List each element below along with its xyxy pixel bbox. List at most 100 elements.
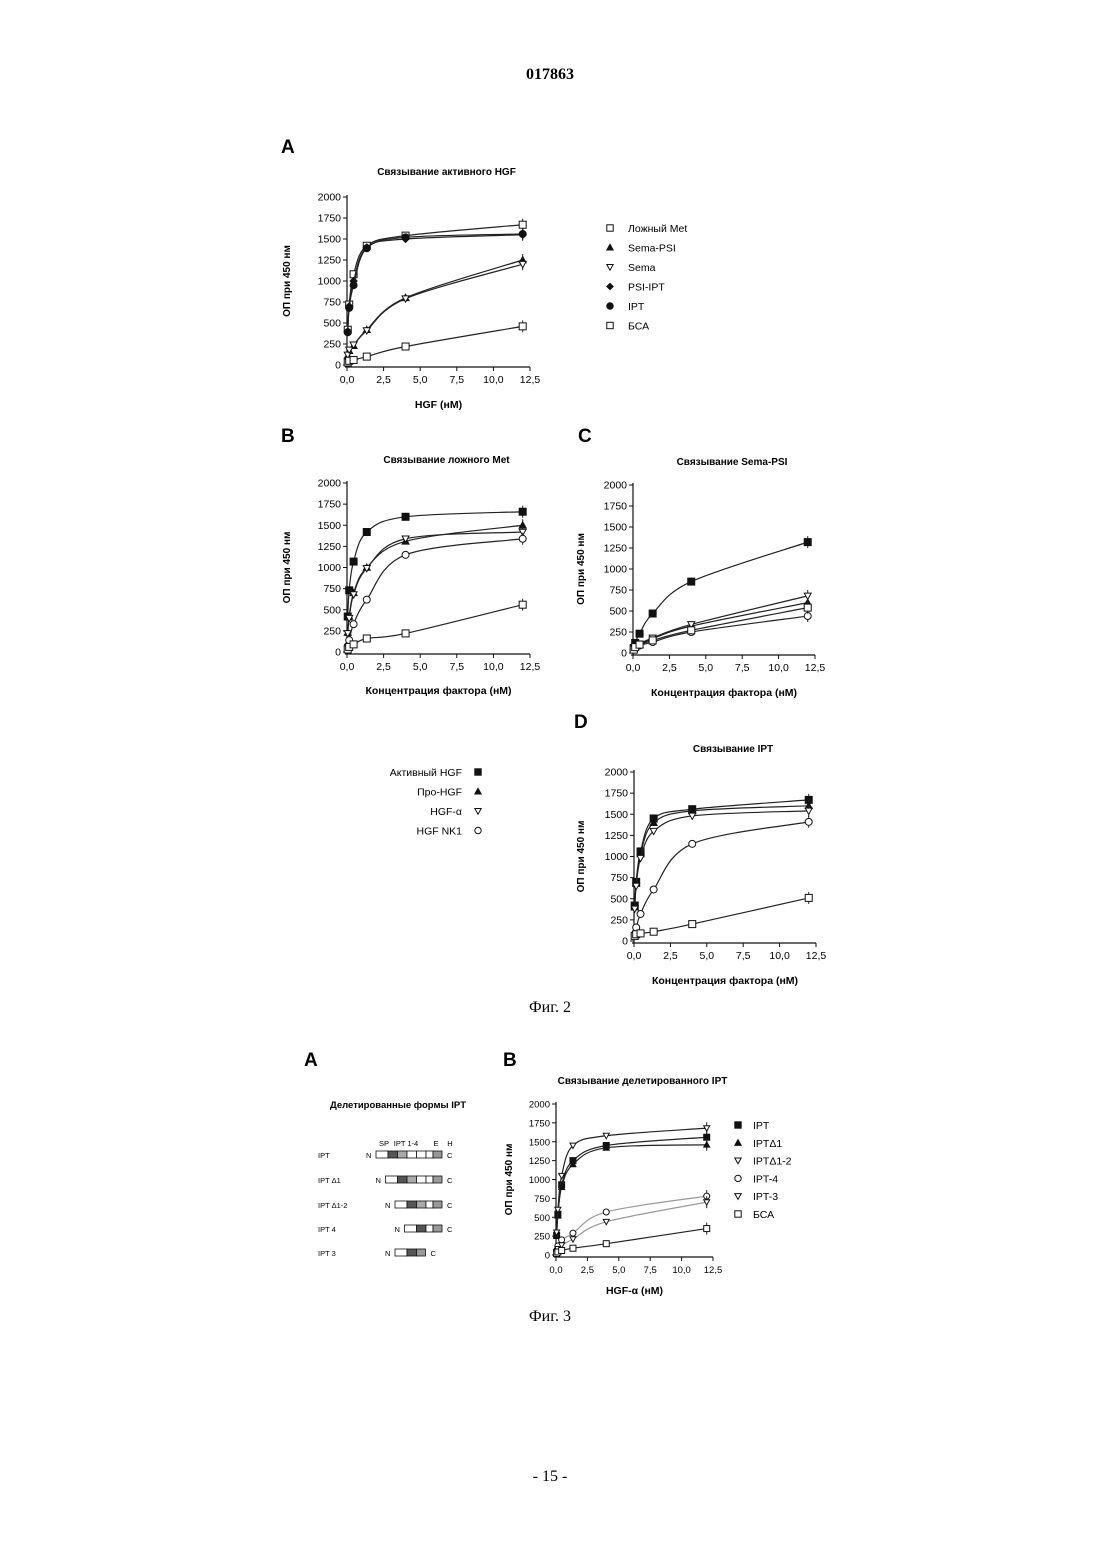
legend-marker [607, 244, 613, 250]
y-tick-label: 2000 [604, 480, 628, 492]
panel-letter-2d: D [574, 712, 588, 734]
figure-2-caption: Фиг. 2 [0, 999, 1100, 1017]
legend-label: HGF NK1 [416, 826, 462, 838]
y-tick-label: 0 [335, 360, 341, 372]
sp-domain [405, 1225, 417, 1232]
sp-domain [386, 1176, 398, 1183]
c-terminus-label: C [447, 1201, 453, 1210]
h-tag [433, 1176, 442, 1183]
data-point [350, 558, 357, 565]
ipt-domain [407, 1201, 417, 1208]
x-tick-label: 2,5 [376, 661, 391, 673]
panel-letter-3b: B [503, 1050, 517, 1072]
data-point [350, 282, 357, 289]
legend-marker [607, 225, 613, 231]
data-point [636, 630, 643, 637]
series-line [557, 1128, 707, 1232]
series-line [557, 1196, 707, 1250]
legend-marker [735, 1211, 741, 1217]
page-number: - 15 - [0, 1468, 1100, 1486]
y-tick-label: 500 [323, 604, 341, 616]
data-point [363, 596, 370, 603]
ipt-domain [388, 1151, 398, 1158]
series-line [634, 542, 808, 648]
construct-label: IPT 3 [318, 1249, 336, 1258]
construct-label: IPT [318, 1151, 330, 1160]
domain-header-label: IPT 1-4 [394, 1139, 418, 1148]
data-point [688, 578, 695, 585]
y-tick-label: 1500 [318, 234, 342, 246]
chart-title: Связывание IPT [693, 744, 773, 755]
series-line [557, 1229, 707, 1254]
series-line [348, 539, 523, 646]
y-tick-label: 500 [610, 893, 628, 905]
chart-fig2c: Связывание Sema-PSI025050075010001250150… [570, 445, 840, 705]
x-tick-label: 12,5 [806, 950, 827, 962]
legend-marker [735, 1158, 741, 1164]
data-point [704, 1226, 710, 1232]
e-tag [426, 1176, 433, 1183]
series-line [635, 800, 809, 906]
data-point [805, 894, 812, 901]
data-point [346, 304, 353, 311]
legend-label: БСА [753, 1209, 774, 1221]
y-axis-label: ОП при 450 нм [576, 821, 587, 893]
ipt-domain [407, 1151, 417, 1158]
data-point [689, 840, 696, 847]
y-tick-label: 500 [323, 318, 341, 330]
y-tick-label: 1000 [605, 851, 629, 863]
y-tick-label: 1250 [529, 1156, 550, 1167]
y-tick-label: 2000 [605, 767, 629, 779]
x-tick-label: 0,0 [627, 950, 642, 962]
data-point [519, 323, 526, 330]
x-tick-label: 0,0 [340, 661, 355, 673]
y-tick-label: 1500 [604, 522, 628, 534]
y-tick-label: 1000 [604, 564, 628, 576]
y-tick-label: 1000 [318, 276, 342, 288]
data-point [363, 353, 370, 360]
data-point [559, 1237, 565, 1243]
sp-domain [395, 1201, 407, 1208]
x-axis-label: Концентрация фактора (нМ) [365, 685, 511, 697]
y-tick-label: 750 [610, 872, 628, 884]
y-tick-label: 1000 [318, 562, 342, 574]
x-tick-label: 10,0 [768, 662, 789, 674]
legend-label: IPT [628, 301, 645, 313]
data-point [650, 886, 657, 893]
y-tick-label: 250 [534, 1232, 550, 1243]
series-line [634, 608, 808, 650]
legend-marker [475, 808, 481, 814]
x-tick-label: 7,5 [644, 1265, 657, 1276]
x-tick-label: 0,0 [549, 1265, 562, 1276]
x-tick-label: 5,0 [698, 662, 713, 674]
x-tick-label: 0,0 [626, 662, 641, 674]
y-tick-label: 0 [622, 936, 628, 948]
legend-label: Ложный Met [628, 223, 687, 235]
y-tick-label: 0 [335, 647, 341, 659]
n-terminus-label: N [385, 1201, 390, 1210]
data-point [637, 910, 644, 917]
data-point [570, 1245, 576, 1251]
data-point [402, 343, 409, 350]
x-tick-label: 12,5 [704, 1265, 723, 1276]
data-point [636, 641, 643, 648]
x-tick-label: 2,5 [376, 374, 391, 386]
data-point [603, 1241, 609, 1247]
data-point [519, 508, 526, 515]
h-tag [433, 1225, 442, 1232]
e-tag [426, 1225, 433, 1232]
y-axis-label: ОП при 450 нм [504, 1144, 515, 1216]
series-line [557, 1145, 707, 1236]
data-point [804, 539, 811, 546]
ipt-domain [417, 1176, 427, 1183]
series-line [634, 596, 808, 649]
y-tick-label: 750 [534, 1194, 550, 1205]
x-axis-label: HGF (нМ) [415, 399, 462, 411]
x-tick-label: 5,0 [612, 1265, 625, 1276]
data-point [805, 818, 812, 825]
data-point [350, 356, 357, 363]
h-tag [433, 1151, 442, 1158]
data-point [649, 637, 656, 644]
x-tick-label: 10,0 [672, 1265, 691, 1276]
y-tick-label: 250 [609, 627, 627, 639]
